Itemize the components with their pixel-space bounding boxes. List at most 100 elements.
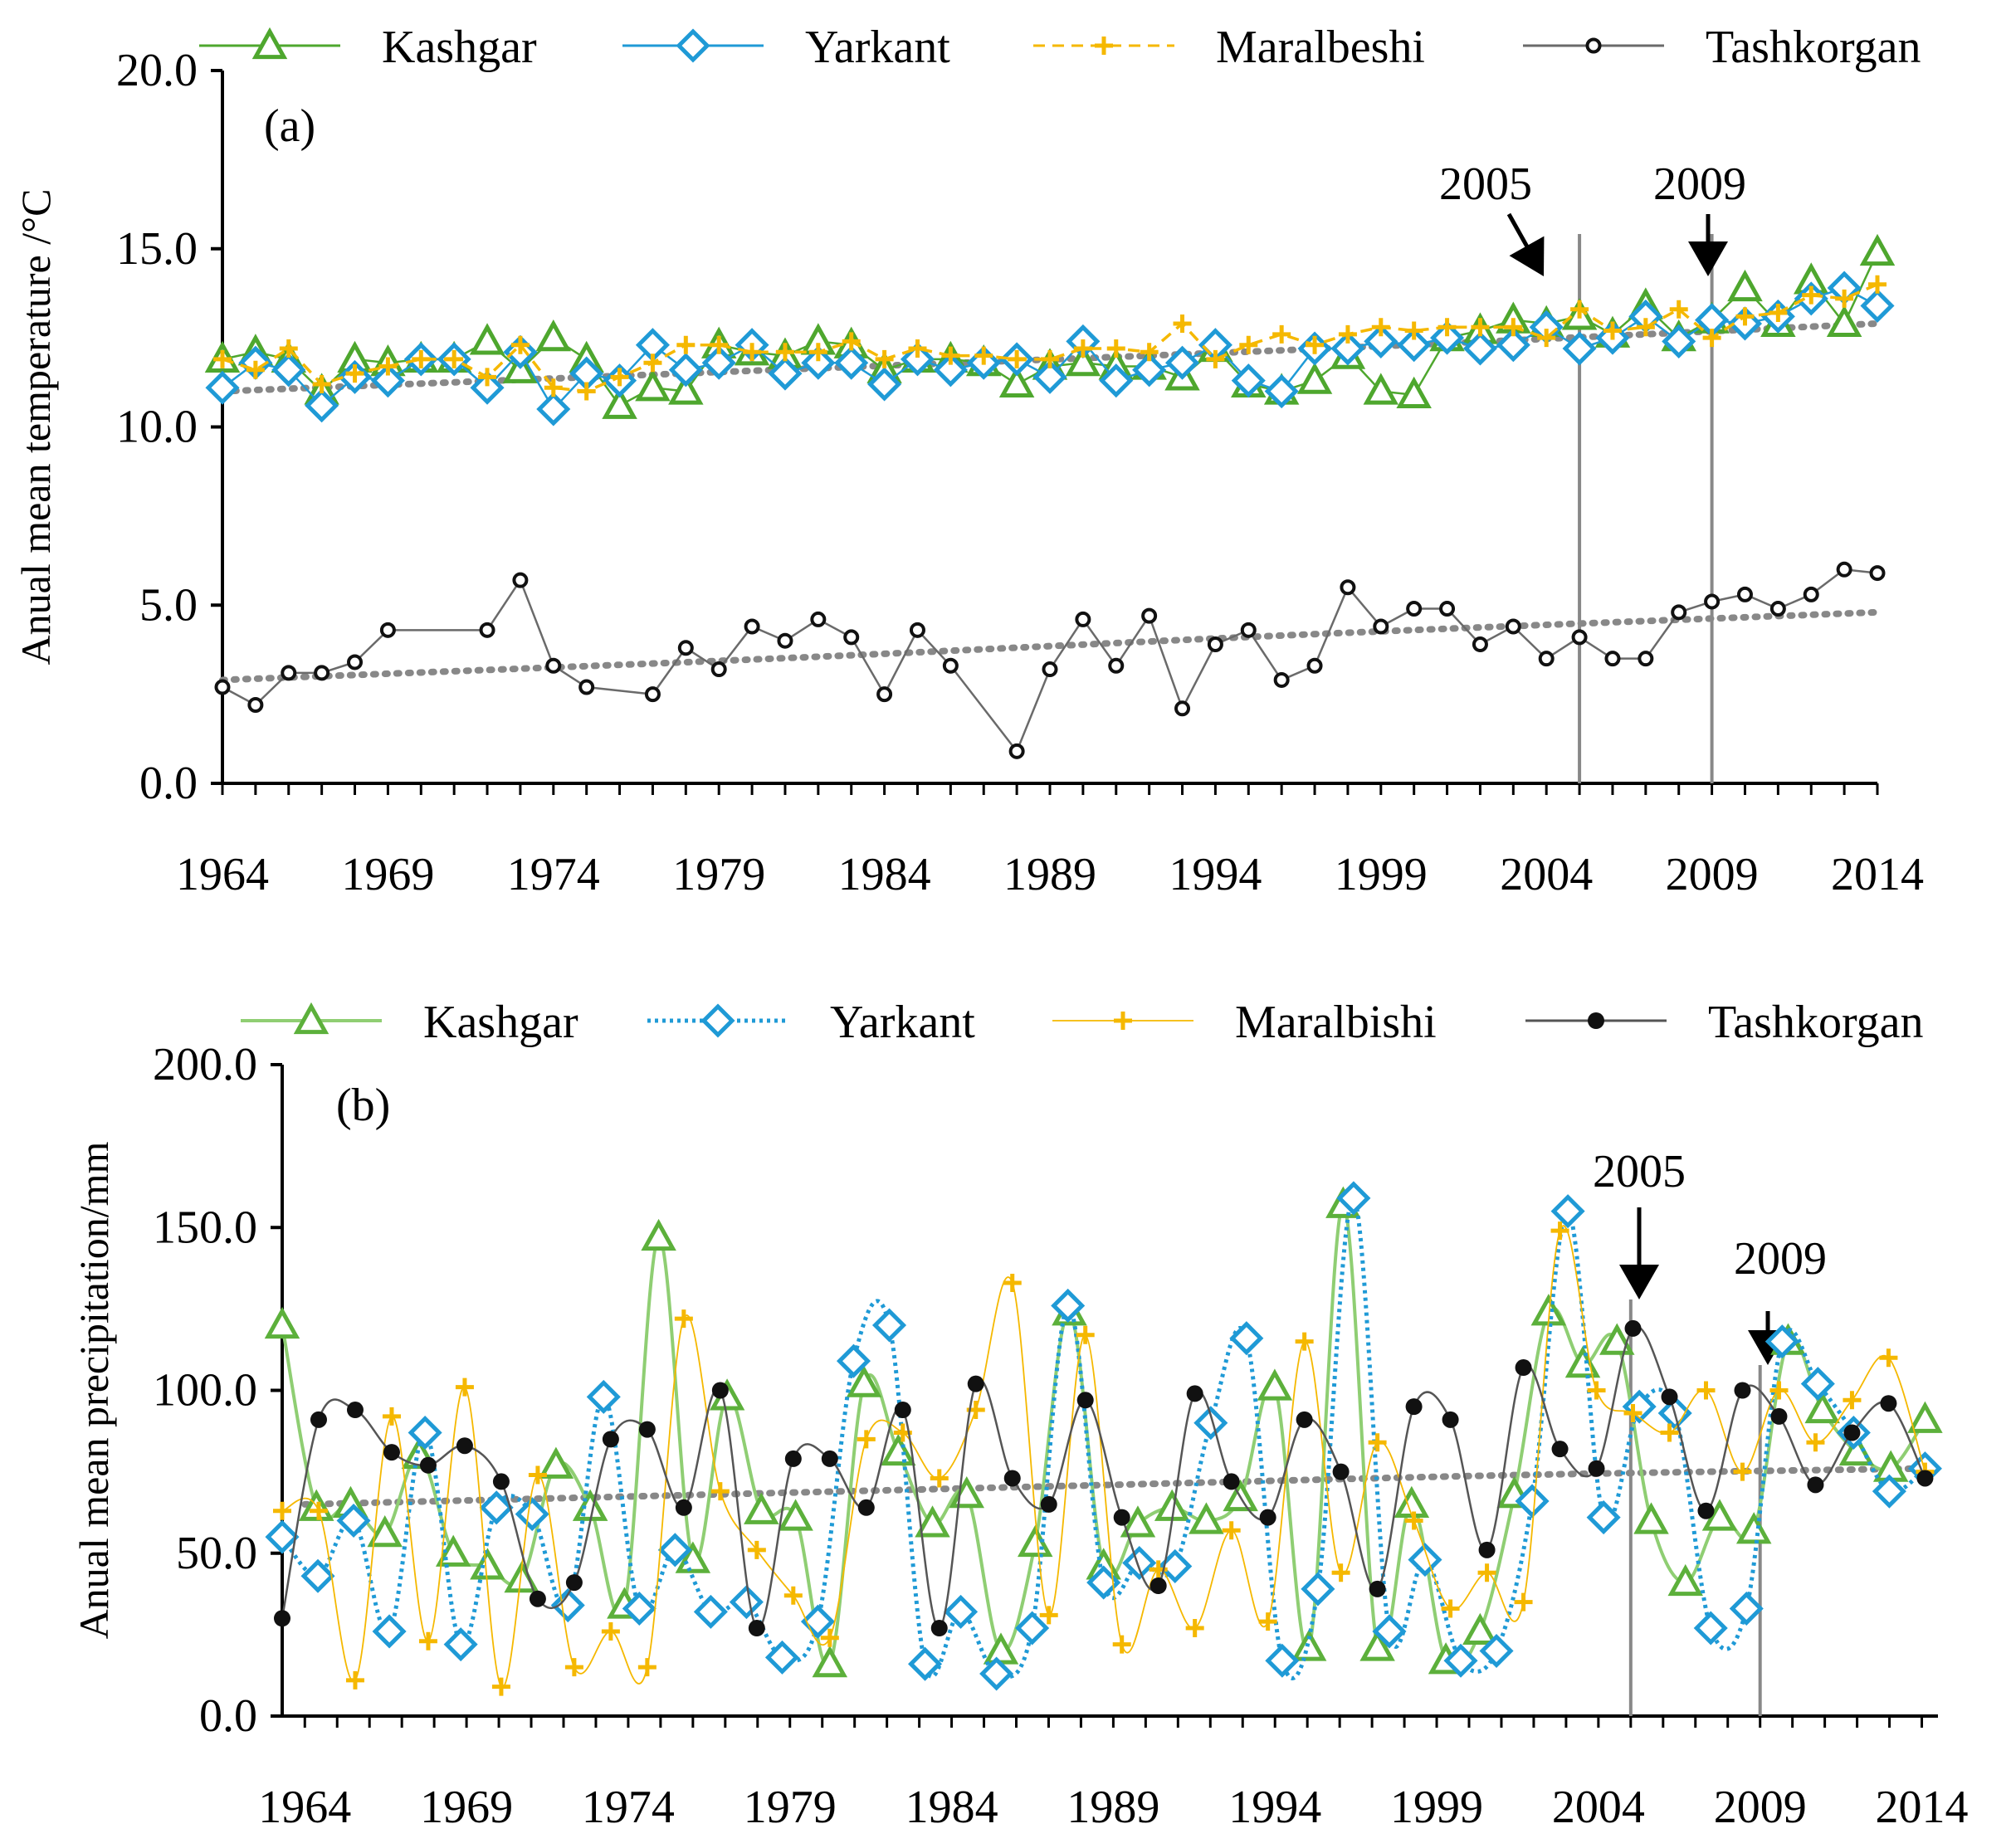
x-tick-label: 1994 <box>1228 1782 1321 1833</box>
data-point <box>908 339 927 358</box>
data-point <box>876 686 893 703</box>
data-point <box>383 1444 400 1461</box>
data-point <box>1173 314 1192 333</box>
legend-marker <box>1588 1012 1604 1029</box>
y-tick-label: 100.0 <box>153 1365 257 1416</box>
data-point <box>1638 651 1654 667</box>
data-point <box>1669 300 1688 319</box>
legend-marker <box>1585 37 1602 54</box>
legend-label: Tashkorgan <box>1708 997 1923 1048</box>
data-point <box>1404 1511 1423 1530</box>
data-point <box>538 1446 574 1479</box>
series-maralbishi <box>273 1221 1935 1696</box>
data-point <box>1003 1273 1022 1292</box>
data-point <box>1397 328 1432 363</box>
data-point <box>370 363 405 398</box>
data-point <box>1368 1433 1387 1452</box>
data-point <box>857 1430 876 1449</box>
data-point <box>246 360 265 379</box>
data-point <box>1727 269 1763 302</box>
data-point <box>312 374 331 393</box>
data-point <box>930 1620 948 1637</box>
data-point <box>1186 1385 1203 1402</box>
y-tick-label: 5.0 <box>139 579 198 631</box>
y-tick-label: 150.0 <box>153 1202 257 1253</box>
data-point <box>1697 1502 1715 1519</box>
data-point <box>602 387 637 419</box>
data-point <box>1222 1521 1241 1540</box>
data-point <box>512 572 529 588</box>
data-point <box>941 346 960 365</box>
data-point <box>1729 1591 1764 1626</box>
data-point <box>515 1497 549 1532</box>
data-point <box>668 373 704 405</box>
data-point <box>1770 1407 1788 1425</box>
data-point <box>1359 1629 1395 1661</box>
data-point <box>1537 329 1556 348</box>
data-point <box>711 1382 729 1399</box>
y-tick-label: 0.0 <box>139 758 198 809</box>
annotation-arrow-head <box>1509 236 1545 276</box>
data-point <box>942 657 959 674</box>
data-point <box>810 611 827 627</box>
data-point <box>676 335 696 354</box>
data-point <box>677 640 694 656</box>
data-point <box>1442 1411 1459 1428</box>
data-point <box>1120 1505 1156 1538</box>
data-point <box>1363 373 1399 405</box>
data-point <box>1441 1599 1460 1618</box>
data-point <box>674 1309 693 1329</box>
data-point <box>1164 345 1200 380</box>
data-point <box>1872 1474 1906 1509</box>
series-maralbeshi <box>213 275 1887 401</box>
data-point <box>1734 1382 1751 1399</box>
data-point <box>1332 1463 1350 1480</box>
data-point <box>1765 1324 1799 1359</box>
x-tick-label: 2014 <box>1876 1782 1969 1833</box>
y-axis-label: Anual mean temperature /°C <box>12 189 59 666</box>
data-point <box>1623 1403 1642 1422</box>
legend-marker <box>1095 37 1113 55</box>
data-point <box>456 1437 473 1455</box>
data-point <box>1769 601 1786 617</box>
data-point <box>1223 1473 1240 1490</box>
data-point <box>1868 275 1887 294</box>
data-point <box>1696 1381 1716 1400</box>
data-point <box>602 1431 619 1448</box>
data-point <box>1836 561 1852 578</box>
data-point <box>545 657 562 674</box>
data-point <box>1667 1563 1703 1597</box>
x-tick-label: 1999 <box>1335 849 1428 900</box>
legend-label: Maralbeshi <box>1216 22 1425 73</box>
legend: Kashgar Yarkant Maralbishi Tashkorgan <box>241 997 1923 1048</box>
data-point <box>635 369 671 402</box>
data-point <box>867 367 902 402</box>
data-point <box>1479 1633 1514 1669</box>
data-point <box>1869 565 1886 582</box>
data-point <box>1075 611 1091 627</box>
data-point <box>1073 339 1092 358</box>
data-point <box>729 1585 764 1620</box>
legend-label: Yarkant <box>830 997 975 1048</box>
data-point <box>1478 1541 1496 1558</box>
x-tick-label: 1984 <box>838 849 931 900</box>
data-point <box>1880 1395 1897 1412</box>
data-point <box>378 357 398 376</box>
data-point <box>871 1308 907 1343</box>
x-tick-label: 1974 <box>507 849 600 900</box>
data-point <box>1702 329 1721 348</box>
data-point <box>1604 651 1621 667</box>
data-point <box>834 345 869 380</box>
data-point <box>1504 318 1523 337</box>
data-point <box>470 1548 505 1580</box>
data-point <box>1040 1495 1057 1513</box>
x-tick-label: 1974 <box>582 1782 675 1833</box>
data-point <box>1803 586 1819 602</box>
data-point <box>1859 233 1896 266</box>
data-point <box>1369 1580 1386 1597</box>
data-point <box>1259 1509 1276 1526</box>
data-point <box>419 1456 437 1474</box>
data-point <box>1571 629 1588 646</box>
data-point <box>336 1503 371 1538</box>
data-point <box>565 1574 583 1592</box>
